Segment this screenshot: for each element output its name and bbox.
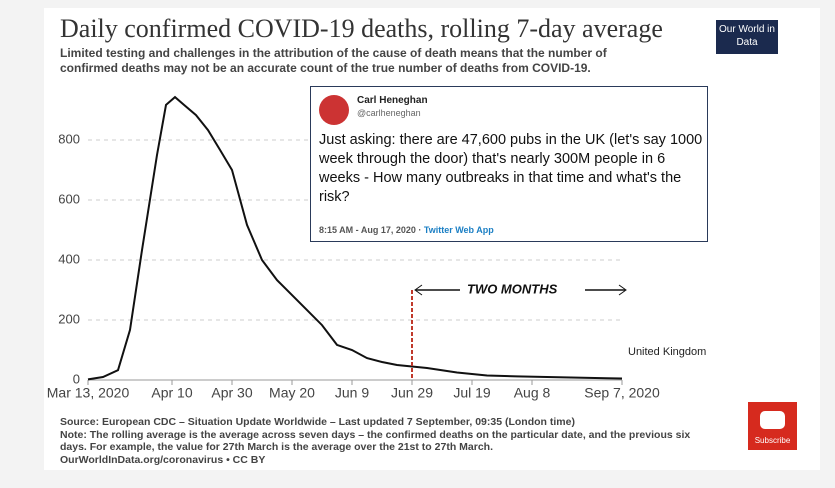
tweet-time: 8:15 AM - Aug 17, 2020 · Twitter Web App — [319, 225, 494, 235]
tweet-name: Carl Heneghan — [357, 95, 428, 106]
arrowhead — [414, 284, 423, 296]
x-tick-label: Jun 29 — [391, 385, 433, 401]
x-tick-label: May 20 — [269, 385, 315, 401]
credit: OurWorldInData.org/coronavirus • CC BY — [60, 453, 266, 466]
tweet: Carl Heneghan @carlheneghan Just asking:… — [310, 86, 708, 242]
tweet-handle: @carlheneghan — [357, 108, 421, 118]
series-label: United Kingdom — [628, 346, 706, 358]
footnotes: Source: European CDC – Situation Update … — [60, 416, 710, 466]
x-tick-label: Apr 10 — [151, 385, 192, 401]
chart-title: Daily confirmed COVID-19 deaths, rolling… — [60, 14, 663, 43]
annotation: TWO MONTHS — [467, 281, 558, 296]
x-tick-label: Sep 7, 2020 — [584, 385, 660, 401]
tweet-text: Just asking: there are 47,600 pubs in th… — [319, 132, 703, 205]
avatar — [319, 95, 349, 125]
source: Source: European CDC – Situation Update … — [60, 416, 575, 428]
note: Note: The rolling average is the average… — [60, 428, 691, 454]
y-tick-label: 400 — [58, 251, 80, 266]
y-tick-label: 800 — [58, 131, 80, 146]
chart-subtitle: Limited testing and challenges in the at… — [60, 46, 607, 75]
y-tick-label: 0 — [73, 371, 80, 386]
x-tick-label: Jun 9 — [335, 385, 369, 401]
line — [87, 95, 623, 381]
y-tick-label: 200 — [58, 311, 80, 326]
x-tick-label: Jul 19 — [453, 385, 491, 401]
tweet-via: Twitter Web App — [423, 225, 494, 235]
x-tick-label: Aug 8 — [514, 385, 551, 401]
subscribe-label: Subscribe — [754, 436, 791, 445]
play-icon — [760, 411, 785, 429]
y-tick-label: 600 — [58, 191, 80, 206]
logo: Our World in Data — [716, 20, 778, 54]
x-tick-label: Mar 13, 2020 — [47, 385, 130, 401]
x-tick-label: Apr 30 — [211, 385, 252, 401]
arrowhead — [618, 284, 627, 296]
tweet-date: 8:15 AM - Aug 17, 2020 · — [319, 225, 422, 235]
subscribe-button[interactable]: Subscribe — [748, 402, 797, 450]
